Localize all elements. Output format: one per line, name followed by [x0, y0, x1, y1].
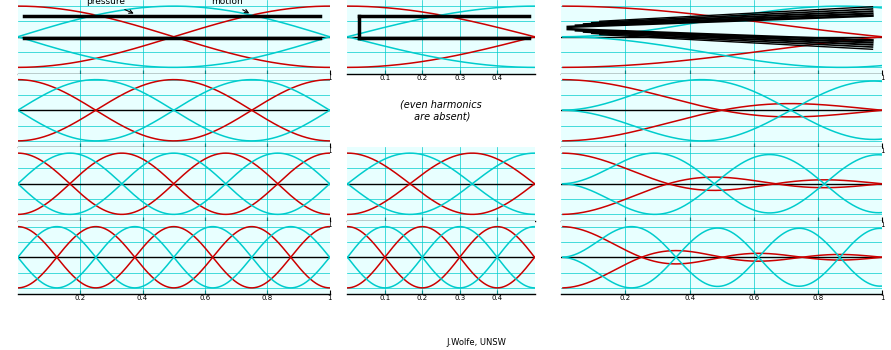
Text: motion: motion	[211, 0, 249, 13]
Text: J.Wolfe, UNSW: J.Wolfe, UNSW	[446, 338, 507, 347]
Text: pressure: pressure	[86, 0, 133, 13]
Text: (even harmonics
 are absent): (even harmonics are absent)	[400, 99, 482, 121]
